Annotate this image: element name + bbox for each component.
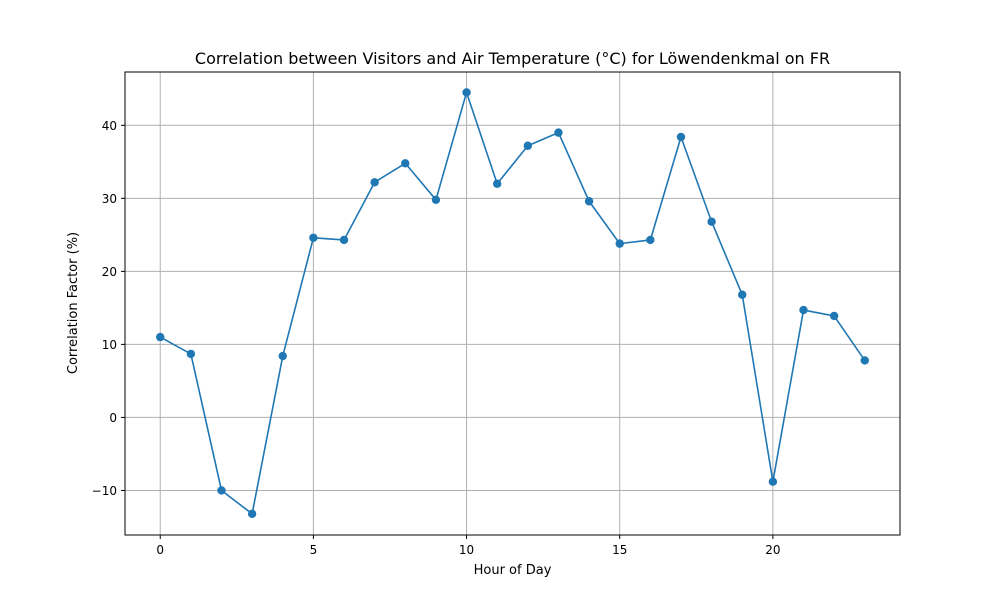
y-tick-label: −10 (92, 484, 117, 498)
x-axis-ticks: 0 5 10 15 20 (156, 535, 781, 557)
data-point (217, 486, 226, 495)
data-point (584, 197, 594, 206)
data-point (247, 509, 257, 519)
data-point (492, 179, 502, 188)
data-point (309, 233, 318, 242)
data-point (646, 235, 655, 245)
x-tick-label: 15 (612, 543, 627, 557)
y-tick-label: 10 (102, 338, 117, 352)
y-tick-label: 0 (109, 411, 117, 425)
x-tick-label: 10 (459, 543, 474, 557)
data-point (860, 356, 869, 365)
data-point (676, 132, 686, 142)
y-tick-label: 20 (102, 265, 117, 279)
data-point (523, 141, 533, 150)
chart-title: Correlation between Visitors and Air Tem… (195, 49, 830, 68)
data-point (278, 351, 287, 361)
data-point (615, 239, 624, 248)
data-point (829, 311, 839, 321)
x-tick-label: 20 (765, 543, 780, 557)
data-point (370, 178, 379, 187)
y-axis-ticks: −10 0 10 20 30 40 (92, 119, 125, 498)
data-point (738, 290, 747, 299)
data-point (799, 305, 808, 315)
y-tick-label: 40 (102, 119, 117, 133)
y-axis-label: Correlation Factor (%) (66, 232, 81, 374)
data-point (156, 332, 165, 342)
x-axis-label: Hour of Day (474, 563, 552, 578)
data-point (554, 128, 563, 137)
data-point (186, 349, 196, 359)
x-tick-label: 0 (156, 543, 164, 557)
data-point (707, 217, 716, 226)
data-series (156, 88, 869, 519)
series-line (159, 91, 866, 515)
data-point (339, 235, 349, 245)
plot-area-frame (124, 71, 901, 536)
data-point (768, 477, 778, 486)
y-tick-label: 30 (102, 192, 117, 206)
data-point (431, 195, 441, 204)
data-point (401, 159, 410, 168)
data-point (462, 88, 471, 97)
grid-lines (125, 72, 900, 535)
x-tick-label: 5 (310, 543, 318, 557)
